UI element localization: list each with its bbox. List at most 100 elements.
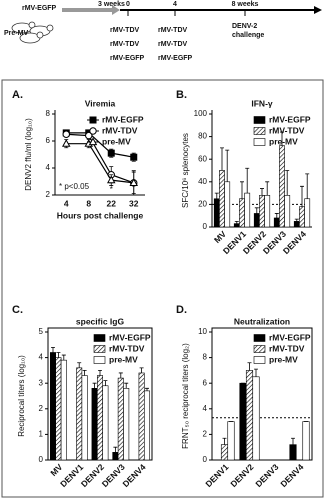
error-bar <box>50 346 55 353</box>
error-bar <box>145 387 150 391</box>
y-tick-label: 0 <box>39 455 44 464</box>
bar <box>239 198 245 228</box>
legend-label: rMV-TDV <box>109 343 145 353</box>
bar <box>244 192 251 228</box>
legend-label: rMV-TDV <box>269 125 305 135</box>
error-bar <box>280 131 284 146</box>
legend-swatch <box>93 334 106 342</box>
y-tick-label: 4 <box>46 163 51 172</box>
series-line <box>66 132 134 158</box>
marker <box>88 137 98 146</box>
y-tick-label: 60 <box>198 154 207 163</box>
y-axis-label: DENV2 ffu/ml (log₁₀) <box>24 118 33 191</box>
y-tick-label: 4 <box>203 404 208 413</box>
group-label: rMV-EGFP <box>158 55 193 62</box>
chart-title: specific IgG <box>76 316 125 326</box>
y-tick-label: 10 <box>198 327 207 336</box>
chart-title: IFN-γ <box>251 98 273 108</box>
error-bar <box>220 147 224 171</box>
bar <box>293 221 300 228</box>
error-bar <box>139 367 144 373</box>
y-tick-label: 6 <box>46 136 51 145</box>
bar <box>245 370 254 461</box>
y-tick-label: 6 <box>203 378 208 387</box>
legend-label: rMV-EGFP <box>102 114 144 124</box>
x-tick-label: 4 <box>64 198 69 208</box>
mouse-label: Pre-MV <box>4 30 28 37</box>
legend-swatch <box>93 356 106 364</box>
legend-swatch <box>253 356 266 364</box>
legend-swatch <box>253 345 266 353</box>
arrow-head <box>314 6 322 14</box>
y-tick-label: 2 <box>46 190 51 199</box>
y-tick-label: 100 <box>194 109 208 118</box>
bar <box>302 421 310 461</box>
interval-label: 3 weeks <box>98 1 125 8</box>
legend-label: pre-MV <box>102 136 131 146</box>
bar <box>138 372 145 461</box>
panel-letter: A. <box>12 89 23 101</box>
error-bar <box>291 437 295 445</box>
group-label: rMV-TDV <box>110 41 140 48</box>
y-tick-label: 5 <box>39 327 44 336</box>
figure-frame <box>1 79 324 498</box>
y-tick-label: 4 <box>39 353 44 362</box>
marker <box>129 178 138 186</box>
mice <box>11 21 54 44</box>
marker <box>85 131 93 140</box>
arrow-head <box>112 5 120 15</box>
chart-title: Viremia <box>85 98 116 108</box>
series-line <box>66 133 134 184</box>
error-bar <box>245 167 250 194</box>
bar <box>91 388 98 461</box>
marker <box>89 116 97 124</box>
legend-label: rMV-EGFP <box>269 114 311 124</box>
marker <box>107 149 115 157</box>
error-bar <box>82 370 87 376</box>
x-tick-label: DENV3 <box>253 462 280 489</box>
error-bar <box>103 380 108 386</box>
bar <box>102 385 109 461</box>
bar <box>220 444 229 461</box>
challenge-label: DENV-2 <box>232 23 257 30</box>
x-tick-label: MV <box>48 462 64 478</box>
error-bar <box>113 446 118 453</box>
error-bar <box>124 382 129 389</box>
error-bar <box>254 207 259 214</box>
error-bar <box>240 181 244 199</box>
y-axis-label: Reciprocal titers (log₁₀) <box>17 355 26 437</box>
bar <box>60 359 67 461</box>
bar <box>264 195 271 228</box>
y-tick-label: 8 <box>203 353 208 362</box>
error-bar <box>305 173 310 199</box>
y-tick-label: 3 <box>39 378 44 387</box>
x-tick-label: DENV4 <box>278 462 305 489</box>
marker <box>62 130 70 138</box>
y-tick-label: 2 <box>39 404 44 413</box>
error-bar <box>254 368 258 377</box>
bar <box>96 375 104 461</box>
marker <box>107 175 116 184</box>
error-bar <box>234 220 239 224</box>
y-tick-label: 0 <box>203 455 208 464</box>
error-bar <box>225 149 230 182</box>
x-tick-label: DENV2 <box>228 462 255 489</box>
time-mark: 8 weeks <box>232 1 259 8</box>
legend-swatch <box>93 345 106 353</box>
y-tick-label: 0 <box>203 222 208 231</box>
x-tick-label: DENV1 <box>203 462 230 489</box>
legend-label: rMV-EGFP <box>269 332 311 342</box>
bar <box>284 195 291 228</box>
y-tick-label: 40 <box>198 177 207 186</box>
error-bar <box>56 352 61 358</box>
error-bar <box>98 370 102 376</box>
bar <box>219 170 225 228</box>
y-tick-label: 20 <box>198 200 207 209</box>
bar <box>233 223 240 228</box>
group-label: rMV-TDV <box>158 41 188 48</box>
error-bar <box>285 170 290 196</box>
x-tick-label: DENV4 <box>120 462 147 489</box>
error-bar <box>294 218 299 222</box>
bar <box>55 357 62 461</box>
